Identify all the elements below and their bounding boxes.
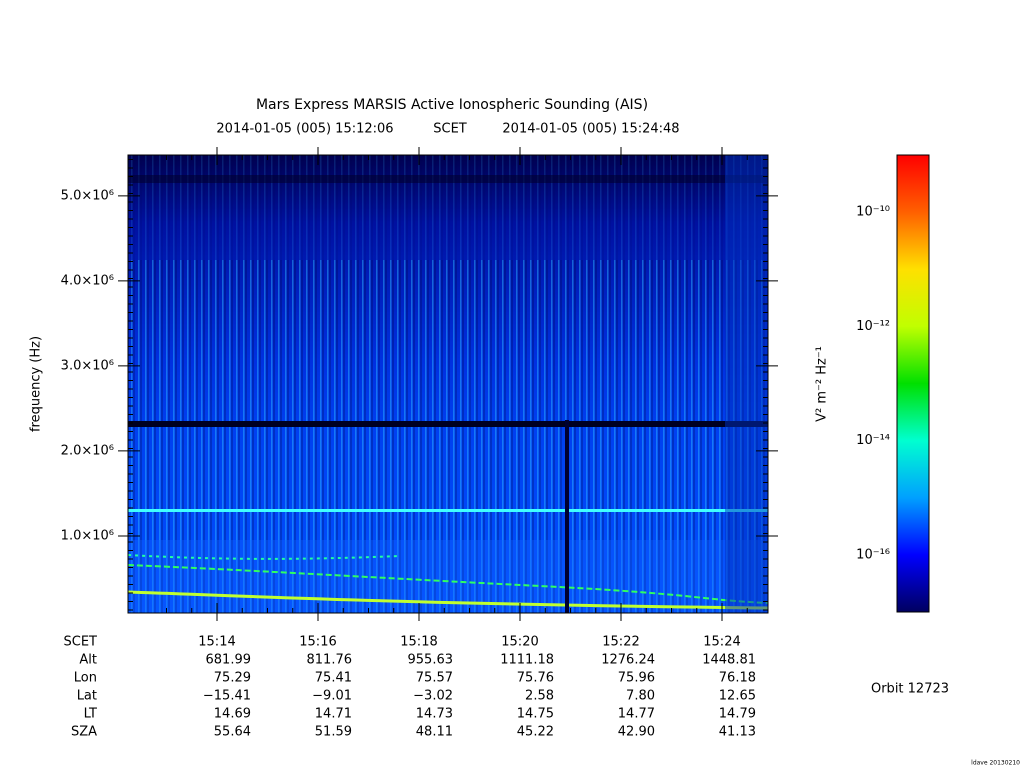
x-tick-label: 15:16 [299,635,336,650]
x-tick-label: 15:14 [198,635,235,650]
ephemeris-row-label: SCET [64,635,98,650]
ephemeris-value: −15.41 [203,689,251,704]
axes: 1.0×10⁶ 2.0×10⁶ 3.0×10⁶ 4.0×10⁶ 5.0×10⁶ SCET A… [61,147,929,740]
ephemeris-value: 14.69 [214,707,251,722]
ephemeris-value: 55.64 [214,725,251,740]
x-tick-label: 15:22 [602,635,639,650]
ephemeris-row-label: Lat [77,689,97,704]
ephemeris-value: −9.01 [312,689,352,704]
ephemeris-value: 955.63 [408,653,454,668]
ephemeris-row-label: Alt [79,653,97,668]
ephemeris-value: 14.71 [315,707,352,722]
ephemeris-value: 1111.18 [500,653,554,668]
ephemeris-value: 42.90 [618,725,655,740]
y-tick-label: 4.0×10⁶ [61,273,114,288]
ephemeris-value: 75.41 [315,671,352,686]
ephemeris-value: 14.79 [719,707,756,722]
colorbar-label: V² m⁻² Hz⁻¹ [815,346,830,422]
ephemeris-value: 14.75 [517,707,554,722]
y-tick-label: 2.0×10⁶ [61,443,114,458]
footer: ldave 20130210 [971,760,1020,767]
colorbar-tick-label: 10⁻¹² [856,319,890,334]
spectrogram [127,155,769,613]
y-tick-label: 1.0×10⁶ [61,528,114,543]
ephemeris-value: 7.80 [626,689,655,704]
ephemeris-value: 1276.24 [601,653,655,668]
x-tick-label: 15:20 [501,635,538,650]
ephemeris-value: 75.29 [214,671,251,686]
ephemeris-value: 75.96 [618,671,655,686]
ephemeris-value: 1448.81 [702,653,756,668]
colorbar-tick-label: 10⁻¹⁶ [856,547,890,562]
chart-title: Mars Express MARSIS Active Ionospheric S… [256,97,648,113]
ephemeris-value: 2.58 [525,689,554,704]
y-axis-label: frequency (Hz) [29,336,44,432]
x-tick-label: 15:18 [400,635,437,650]
ephemeris-value: 48.11 [416,725,453,740]
colorbar [896,154,930,613]
ephemeris-row-label: SZA [71,725,97,740]
ephemeris-value: 75.57 [416,671,453,686]
colorbar-tick-label: 10⁻¹⁴ [856,433,890,448]
ephemeris-value: 14.73 [416,707,453,722]
time-system: SCET [433,122,467,137]
colorbar-tick-label: 10⁻¹⁰ [856,205,890,220]
x-tick-label: 15:24 [703,635,740,650]
y-tick-label: 5.0×10⁶ [61,188,114,203]
y-tick-label: 3.0×10⁶ [61,358,114,373]
start-time: 2014-01-05 (005) 15:12:06 [216,122,393,137]
end-time: 2014-01-05 (005) 15:24:48 [502,122,679,137]
ephemeris-row-label: Lon [74,671,97,686]
ephemeris-value: −3.02 [413,689,453,704]
ephemeris-value: 681.99 [206,653,252,668]
ephemeris-value: 14.77 [618,707,655,722]
ephemeris-value: 76.18 [719,671,756,686]
ephemeris-value: 51.59 [315,725,352,740]
ephemeris-value: 811.76 [307,653,353,668]
plot-frame [127,154,769,614]
orbit-label: Orbit 12723 [871,682,949,697]
ephemeris-value: 41.13 [719,725,756,740]
ephemeris-row-label: LT [84,707,97,722]
ephemeris-value: 12.65 [719,689,756,704]
ephemeris-value: 75.76 [517,671,554,686]
ephemeris-value: 45.22 [517,725,554,740]
